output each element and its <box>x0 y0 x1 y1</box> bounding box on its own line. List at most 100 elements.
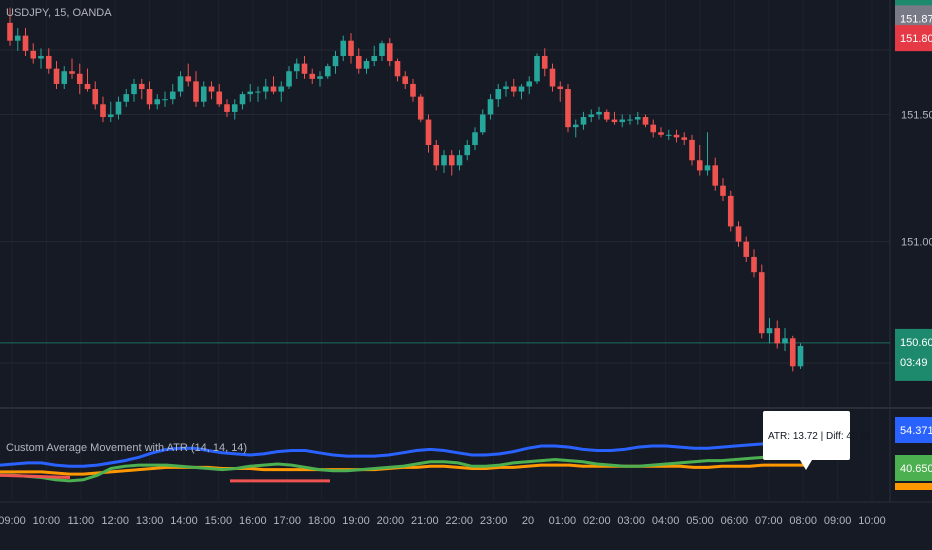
candle-body[interactable] <box>100 104 106 118</box>
candle-body[interactable] <box>208 86 215 92</box>
candle-body[interactable] <box>789 338 796 367</box>
candle-body[interactable] <box>472 132 478 145</box>
candle-body[interactable] <box>340 40 347 56</box>
candle-body[interactable] <box>177 76 184 92</box>
candle-body[interactable] <box>689 139 695 161</box>
candle-body[interactable] <box>627 119 633 121</box>
candle-body[interactable] <box>782 338 788 344</box>
candle-body[interactable] <box>200 86 207 102</box>
candle-body[interactable] <box>216 91 223 105</box>
candle-body[interactable] <box>720 185 726 196</box>
candle-body[interactable] <box>14 35 21 41</box>
candle-body[interactable] <box>379 43 385 56</box>
candle-body[interactable] <box>69 71 75 74</box>
candle-body[interactable] <box>797 345 804 367</box>
candle-body[interactable] <box>123 94 130 102</box>
candle-body[interactable] <box>751 256 757 273</box>
candle-body[interactable] <box>255 91 261 93</box>
candle-body[interactable] <box>735 226 742 242</box>
candle-body[interactable] <box>332 55 339 67</box>
candle-body[interactable] <box>45 55 52 69</box>
candle-body[interactable] <box>541 55 548 69</box>
candle-body[interactable] <box>712 165 719 186</box>
candle-body[interactable] <box>433 144 440 166</box>
candle-body[interactable] <box>402 76 409 84</box>
candle-body[interactable] <box>580 117 587 125</box>
candle-body[interactable] <box>557 86 564 90</box>
candle-body[interactable] <box>53 68 60 84</box>
candle-body[interactable] <box>348 40 354 56</box>
candle-body[interactable] <box>7 22 13 41</box>
candle-body[interactable] <box>534 55 540 82</box>
candle-body[interactable] <box>324 66 331 77</box>
candle-body[interactable] <box>619 119 626 123</box>
candle-body[interactable] <box>278 86 285 92</box>
candle-body[interactable] <box>154 99 161 105</box>
candle-body[interactable] <box>441 155 447 166</box>
candle-body[interactable] <box>76 73 83 84</box>
candle-body[interactable] <box>146 89 153 105</box>
candle-body[interactable] <box>262 86 269 92</box>
candle-body[interactable] <box>417 96 424 120</box>
candle-body[interactable] <box>464 144 471 156</box>
candle-body[interactable] <box>727 195 734 227</box>
candle-body[interactable] <box>169 91 176 100</box>
candle-body[interactable] <box>658 132 664 135</box>
candle-body[interactable] <box>487 99 494 115</box>
candle-body[interactable] <box>681 137 688 140</box>
candle-body[interactable] <box>394 61 401 77</box>
candle-body[interactable] <box>115 101 122 115</box>
candle-body[interactable] <box>286 71 292 87</box>
candle-body[interactable] <box>495 89 502 100</box>
candle-body[interactable] <box>596 111 602 115</box>
candle-body[interactable] <box>549 68 556 87</box>
candle-body[interactable] <box>696 160 703 171</box>
candle-body[interactable] <box>758 272 765 334</box>
candle-body[interactable] <box>503 86 509 90</box>
candle-body[interactable] <box>774 328 781 344</box>
candle-body[interactable] <box>665 134 672 136</box>
candle-body[interactable] <box>572 124 579 128</box>
candle-body[interactable] <box>22 35 29 51</box>
candle-body[interactable] <box>131 83 137 95</box>
candle-body[interactable] <box>743 241 750 257</box>
candle-body[interactable] <box>84 83 91 90</box>
candle-body[interactable] <box>588 114 595 118</box>
candle-body[interactable] <box>642 117 649 125</box>
candle-body[interactable] <box>185 76 192 82</box>
candle-body[interactable] <box>247 91 254 95</box>
candle-body[interactable] <box>317 76 323 79</box>
candle-body[interactable] <box>162 99 168 101</box>
candle-body[interactable] <box>231 104 238 112</box>
candle-body[interactable] <box>766 328 773 334</box>
candle-body[interactable] <box>309 73 316 79</box>
candle-body[interactable] <box>650 124 657 133</box>
candle-body[interactable] <box>371 55 378 62</box>
candle-body[interactable] <box>138 83 145 90</box>
candle-body[interactable] <box>386 43 393 62</box>
candle-body[interactable] <box>355 55 362 69</box>
candle-body[interactable] <box>634 117 641 120</box>
candle-body[interactable] <box>526 81 533 87</box>
candle-body[interactable] <box>61 71 68 84</box>
candle-body[interactable] <box>611 119 618 123</box>
candle-body[interactable] <box>38 55 44 59</box>
candle-body[interactable] <box>603 111 610 120</box>
candle-body[interactable] <box>239 94 246 105</box>
candle-body[interactable] <box>224 104 230 112</box>
candle-body[interactable] <box>301 63 308 74</box>
candle-body[interactable] <box>193 81 199 102</box>
candle-body[interactable] <box>92 89 99 105</box>
candle-body[interactable] <box>673 134 680 138</box>
candle-body[interactable] <box>479 114 486 133</box>
candle-body[interactable] <box>270 86 277 92</box>
candle-body[interactable] <box>456 155 463 166</box>
candle-body[interactable] <box>448 155 455 166</box>
candle-body[interactable] <box>510 86 517 92</box>
candle-body[interactable] <box>518 86 525 92</box>
candle-body[interactable] <box>293 63 300 72</box>
candle-body[interactable] <box>30 50 37 59</box>
candle-body[interactable] <box>107 114 114 118</box>
candle-body[interactable] <box>704 165 711 171</box>
